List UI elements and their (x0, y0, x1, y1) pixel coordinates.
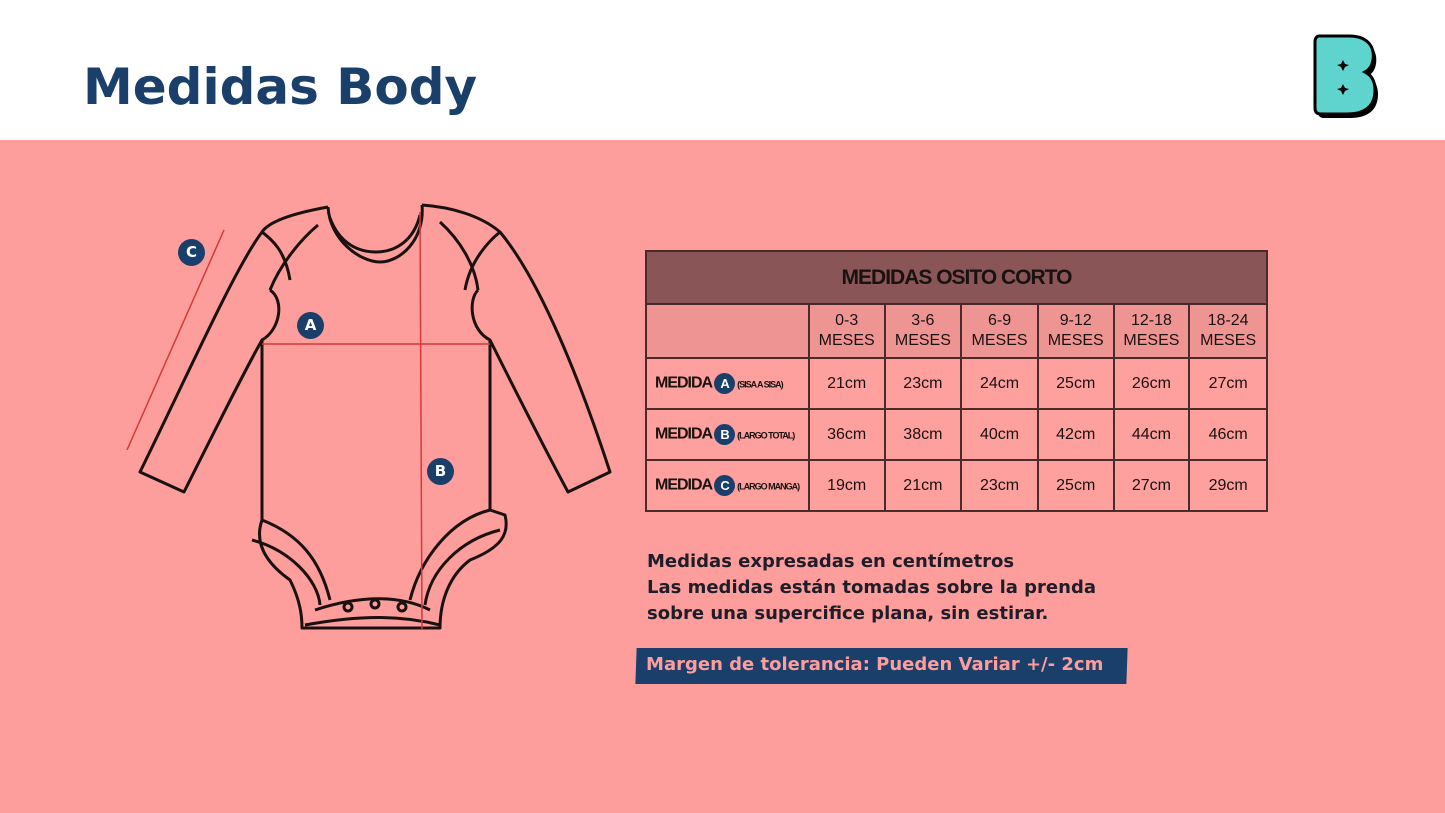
letter-badge: C (714, 475, 736, 496)
measure-label-a: A (297, 312, 324, 339)
row-label: MEDIDA C (LARGO MANGA) (645, 459, 810, 512)
measurement-notes: Medidas expresadas en centímetros Las me… (647, 549, 1096, 627)
brand-logo-icon (1313, 34, 1378, 118)
measure-label-b: B (427, 458, 454, 485)
column-header: 3-6 MESES (883, 303, 963, 359)
cell: 26cm (1112, 357, 1191, 410)
letter-badge: B (714, 424, 736, 445)
age-range: 6-9 (987, 312, 1012, 329)
age-range: 12-18 (1130, 312, 1172, 329)
cell: 23cm (883, 357, 963, 410)
table-header-row: 0-3 MESES 3-6 MESES 6-9 MESES 9-12 MESES 12-… (645, 303, 1268, 359)
cell: 23cm (960, 459, 1039, 512)
cell: 24cm (960, 357, 1039, 410)
cell: 19cm (807, 459, 886, 512)
note-line: Medidas expresadas en centímetros (647, 551, 1015, 572)
column-header: 0-3 MESES (807, 303, 886, 359)
cell: 29cm (1188, 459, 1268, 512)
age-range: 0-3 (835, 312, 859, 329)
bodysuit-diagram (126, 203, 612, 631)
cell: 27cm (1188, 357, 1268, 410)
letter-badge: A (714, 373, 736, 394)
cell: 46cm (1188, 408, 1268, 461)
column-header: 12-18 MESES (1112, 303, 1191, 359)
cell: 25cm (1036, 459, 1115, 512)
column-header: 9-12 MESES (1036, 303, 1115, 359)
column-header: 18-24 MESES (1188, 303, 1268, 359)
age-unit: MESES (971, 332, 1028, 349)
cell: 27cm (1112, 459, 1191, 512)
size-table: MEDIDAS OSITO CORTO 0-3 MESES 3-6 MESES 6-… (645, 250, 1268, 512)
table-title: MEDIDAS OSITO CORTO (645, 250, 1268, 305)
page-title: Medidas Body (83, 58, 478, 116)
cell: 21cm (807, 357, 886, 410)
cell: 36cm (807, 408, 886, 461)
measure-label-c: C (178, 239, 205, 266)
header-empty (645, 303, 810, 359)
tolerance-banner: Margen de tolerancia: Pueden Variar +/- … (635, 648, 1128, 684)
age-unit: MESES (1200, 332, 1257, 349)
age-unit: MESES (1123, 332, 1180, 349)
age-unit: MESES (818, 332, 875, 349)
note-line: Las medidas están tomadas sobre la prend… (647, 577, 1096, 598)
cell: 38cm (883, 408, 963, 461)
cell: 44cm (1112, 408, 1191, 461)
cell: 40cm (960, 408, 1039, 461)
header: Medidas Body (0, 0, 1445, 140)
age-unit: MESES (894, 332, 951, 349)
table-row: MEDIDA C (LARGO MANGA) 19cm 21cm 23cm 25cm 27c… (645, 459, 1268, 512)
cell: 42cm (1036, 408, 1115, 461)
age-unit: MESES (1047, 332, 1104, 349)
column-header: 6-9 MESES (960, 303, 1039, 359)
age-range: 18-24 (1207, 312, 1249, 329)
cell: 21cm (883, 459, 963, 512)
cell: 25cm (1036, 357, 1115, 410)
table-row: MEDIDA A (SISA A SISA) 21cm 23cm 24cm 25cm 26c… (645, 357, 1268, 410)
age-range: 3-6 (911, 312, 935, 329)
tolerance-text: Margen de tolerancia: Pueden Variar +/- … (646, 654, 1104, 675)
row-label: MEDIDA A (SISA A SISA) (645, 357, 810, 410)
table-row: MEDIDA B (LARGO TOTAL) 36cm 38cm 40cm 42cm 44c… (645, 408, 1268, 461)
row-label: MEDIDA B (LARGO TOTAL) (645, 408, 810, 461)
age-range: 9-12 (1059, 312, 1092, 329)
note-line: sobre una supercifice plana, sin estirar… (647, 603, 1049, 624)
